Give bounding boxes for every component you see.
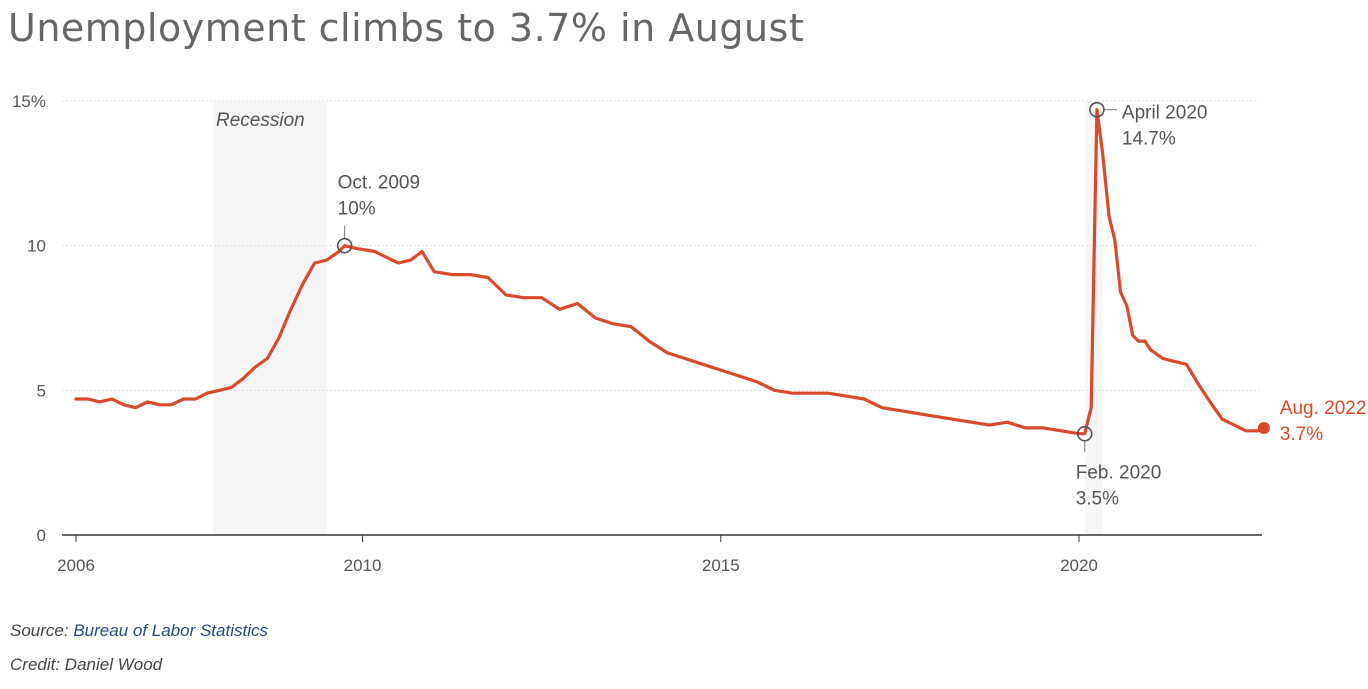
source-note: Source: Bureau of Labor Statistics <box>10 621 268 641</box>
annotation-value: 3.5% <box>1076 489 1119 510</box>
series-line <box>74 108 1266 436</box>
y-tick-label: 0 <box>37 526 46 545</box>
x-tick-label: 2020 <box>1060 556 1098 575</box>
shaded-region-label: Recession <box>216 110 305 131</box>
x-tick-label: 2010 <box>344 556 382 575</box>
x-tick-label: 2006 <box>57 556 95 575</box>
series-layer <box>74 108 1266 436</box>
endpoint-marker <box>1257 421 1270 434</box>
annotation-label: April 2020 <box>1122 103 1208 124</box>
y-tick-label: 5 <box>37 381 46 400</box>
annotation-value: 3.7% <box>1280 424 1323 445</box>
annotation-label: Feb. 2020 <box>1076 463 1162 484</box>
source-link[interactable]: Bureau of Labor Statistics <box>73 621 268 640</box>
annotation-layer: Oct. 2009 10% Feb. 2020 3.5% April 2020 14.7%… <box>336 101 1367 510</box>
annotation-marker <box>336 237 353 254</box>
credit-note: Credit: Daniel Wood <box>10 655 163 674</box>
y-tick-label: 15% <box>12 92 46 111</box>
grid-lines: 0 5 10 15% <box>12 92 1262 545</box>
y-tick-label: 10 <box>27 237 46 256</box>
annotation-label: Oct. 2009 <box>338 173 420 194</box>
annotation-marker <box>1089 101 1105 118</box>
annotation-marker <box>1076 425 1093 442</box>
annotation-value: 10% <box>338 199 376 220</box>
source-prefix: Source: <box>10 621 69 640</box>
x-tick-label: 2015 <box>702 556 740 575</box>
annotation-value: 14.7% <box>1122 129 1176 150</box>
axes: 2006 2010 2015 2020 <box>57 534 1262 575</box>
annotation-label: Aug. 2022 <box>1280 398 1367 419</box>
recession-shading: Recession <box>213 101 1103 535</box>
chart-title: Unemployment climbs to 3.7% in August <box>8 6 805 50</box>
shaded-region <box>213 101 327 535</box>
